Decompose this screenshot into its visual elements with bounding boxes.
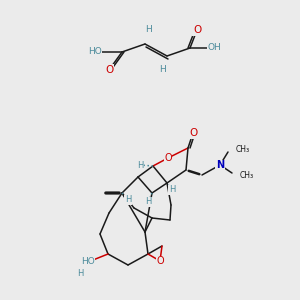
Text: O: O: [164, 153, 172, 163]
Text: H: H: [145, 197, 151, 206]
Text: HO: HO: [88, 47, 102, 56]
Text: N: N: [216, 160, 224, 170]
Text: O: O: [105, 65, 113, 75]
Text: O: O: [189, 128, 197, 138]
Text: CH₃: CH₃: [236, 146, 250, 154]
Text: H: H: [169, 185, 175, 194]
Text: O: O: [156, 256, 164, 266]
Text: O: O: [193, 25, 201, 35]
Text: H: H: [160, 65, 167, 74]
Text: CH₃: CH₃: [240, 170, 254, 179]
Text: HO: HO: [81, 257, 95, 266]
Text: H: H: [77, 268, 83, 278]
Text: H: H: [145, 26, 152, 34]
Text: H: H: [125, 196, 131, 205]
Text: H: H: [137, 160, 143, 169]
Text: OH: OH: [207, 44, 221, 52]
